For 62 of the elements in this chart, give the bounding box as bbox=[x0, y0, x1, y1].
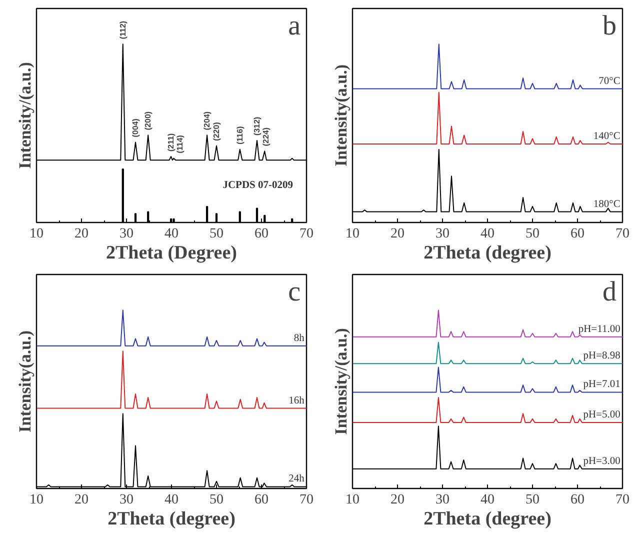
series-label: pH=7.01 bbox=[583, 379, 620, 390]
annotation: (204) bbox=[202, 111, 212, 130]
x-tick-label: 30 bbox=[120, 226, 134, 242]
x-tick-label: 60 bbox=[570, 492, 584, 508]
x-tick-label: 50 bbox=[210, 492, 224, 508]
x-tick-label: 50 bbox=[210, 226, 224, 242]
x-tick-label: 60 bbox=[570, 226, 584, 242]
text: b bbox=[602, 10, 616, 42]
series-label: 8h bbox=[294, 332, 306, 344]
annotation: (220) bbox=[212, 122, 221, 141]
x-tick-label: 20 bbox=[390, 492, 404, 508]
x-tick-label: 40 bbox=[164, 226, 178, 242]
legend-label: 24h bbox=[288, 474, 306, 485]
x-axis-title: 2Theta (degree) bbox=[108, 508, 236, 530]
x-tick-label: 50 bbox=[526, 226, 540, 242]
x-tick-label: 30 bbox=[436, 226, 450, 242]
x-tick-label: 70 bbox=[616, 492, 630, 508]
series-label: 180°C bbox=[593, 198, 620, 210]
x-axis-title: 2Theta (degree) bbox=[424, 508, 552, 530]
text: JCPDS 07-0209 bbox=[222, 180, 294, 192]
annotation: (224) bbox=[262, 127, 270, 146]
series-label: pH=5.00 bbox=[583, 410, 620, 421]
x-tick-label: 50 bbox=[526, 492, 540, 508]
series-label: 16h bbox=[288, 395, 306, 406]
x-tick-label: 40 bbox=[480, 226, 494, 242]
x-tick-label: 60 bbox=[254, 226, 268, 242]
x-tick-label: 40 bbox=[480, 492, 494, 508]
x-axis-title: 2Theta (degree) bbox=[424, 242, 552, 264]
text: c bbox=[288, 276, 301, 308]
annotation: (312) bbox=[252, 116, 262, 136]
text: a bbox=[288, 10, 302, 42]
x-tick-label: 10 bbox=[30, 492, 44, 508]
x-tick-label: 10 bbox=[346, 492, 360, 508]
y-axis-title: Intensity(a.u.) bbox=[16, 330, 34, 433]
text: d bbox=[602, 276, 616, 308]
x-tick-label: 70 bbox=[300, 226, 314, 242]
x-axis-title: 2Theta (Degree) bbox=[106, 242, 238, 264]
x-tick-label: 70 bbox=[300, 492, 314, 508]
x-tick-label: 30 bbox=[120, 492, 134, 508]
x-tick-label: 40 bbox=[164, 492, 178, 508]
x-tick-label: 10 bbox=[346, 226, 360, 242]
y-axis-title: Intensity(a.u.) bbox=[332, 64, 350, 167]
x-tick-label: 30 bbox=[436, 492, 450, 508]
annotation: (200) bbox=[144, 111, 153, 130]
annotation: (112) bbox=[118, 20, 128, 40]
series-label: 70°C bbox=[598, 76, 620, 87]
series-label: pH=11.00 bbox=[578, 324, 620, 335]
series-label: pH=3.00 bbox=[583, 456, 620, 467]
y-axis-title: Intensity/(a.u.) bbox=[332, 328, 350, 435]
x-tick-label: 20 bbox=[74, 492, 88, 508]
x-tick-label: 20 bbox=[390, 226, 404, 242]
x-tick-label: 10 bbox=[30, 226, 44, 242]
series-label: 140°C bbox=[593, 131, 620, 142]
y-axis-title: Intensity/(a.u.) bbox=[16, 62, 34, 169]
annotation: (114) bbox=[176, 134, 185, 154]
annotation: (211) bbox=[166, 132, 176, 152]
annotation: (116) bbox=[235, 126, 244, 144]
series-label: pH=8.98 bbox=[583, 350, 620, 362]
x-tick-label: 20 bbox=[74, 226, 88, 242]
annotation: (004) bbox=[131, 118, 140, 138]
x-tick-label: 60 bbox=[254, 492, 268, 508]
x-tick-label: 70 bbox=[616, 226, 630, 242]
